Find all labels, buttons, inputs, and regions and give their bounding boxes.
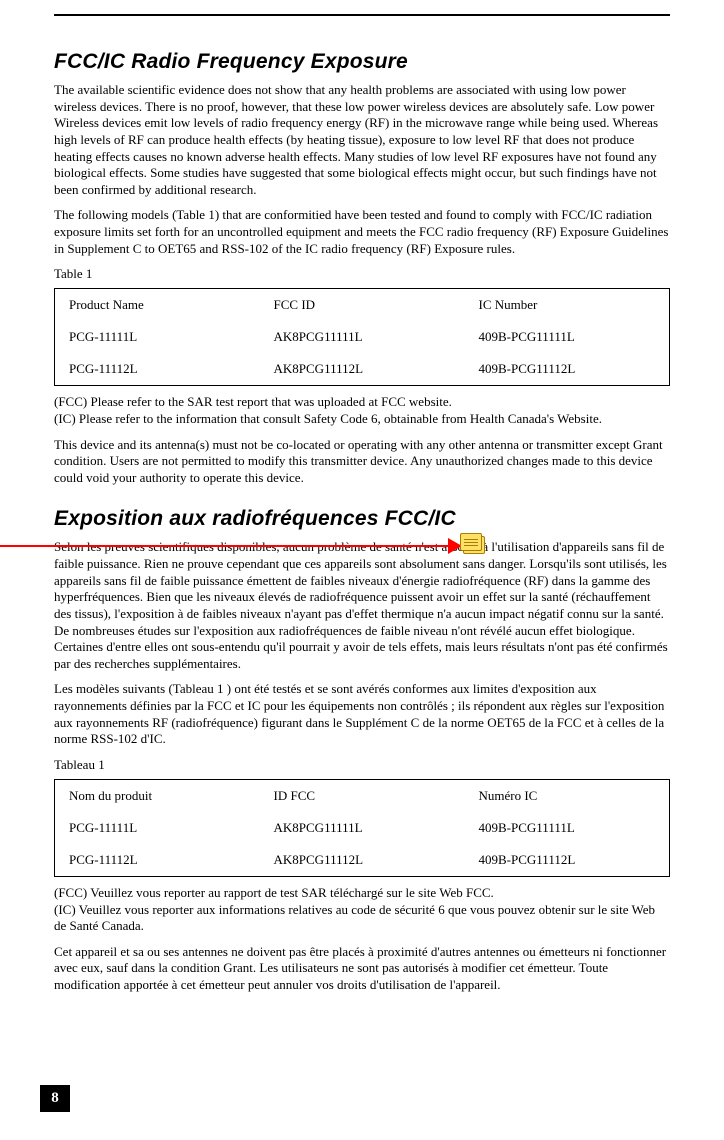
section1-heading: FCC/IC Radio Frequency Exposure — [54, 50, 670, 74]
page-number: 8 — [40, 1085, 70, 1112]
section2-para2: Les modèles suivants (Tableau 1 ) ont ét… — [54, 681, 670, 748]
table-row: Nom du produit ID FCC Numéro IC — [55, 779, 670, 812]
section2-para4: Cet appareil et sa ou ses antennes ne do… — [54, 944, 670, 994]
table2-r1c1: AK8PCG11112L — [260, 844, 465, 877]
table1-header-product: Product Name — [55, 289, 260, 322]
table-row: PCG-11112L AK8PCG11112L 409B-PCG11112L — [55, 844, 670, 877]
section1-ic-note: (IC) Please refer to the information tha… — [54, 411, 602, 426]
section2-para1: Selon les preuves scientifiques disponib… — [54, 539, 670, 672]
table-row: PCG-11111L AK8PCG11111L 409B-PCG11111L — [55, 321, 670, 353]
table1: Product Name FCC ID IC Number PCG-11111L… — [54, 288, 670, 386]
table2-r0c2: 409B-PCG11111L — [465, 812, 670, 844]
table-row: PCG-11112L AK8PCG11112L 409B-PCG11112L — [55, 353, 670, 386]
table1-header-icnumber: IC Number — [465, 289, 670, 322]
page-number-value: 8 — [51, 1090, 59, 1107]
section2-ic-note: (IC) Veuillez vous reporter aux informat… — [54, 902, 655, 934]
section1-para4: This device and its antenna(s) must not … — [54, 437, 670, 487]
table1-r1c2: 409B-PCG11112L — [465, 353, 670, 386]
table2-r1c0: PCG-11112L — [55, 844, 260, 877]
table2-header-idfcc: ID FCC — [260, 779, 465, 812]
section2-heading: Exposition aux radiofréquences FCC/IC — [54, 507, 670, 531]
table2-r0c0: PCG-11111L — [55, 812, 260, 844]
section1-para2: The following models (Table 1) that are … — [54, 207, 670, 257]
table1-r1c0: PCG-11112L — [55, 353, 260, 386]
section1-fcc-note: (FCC) Please refer to the SAR test repor… — [54, 394, 452, 409]
section1-para3: (FCC) Please refer to the SAR test repor… — [54, 394, 670, 427]
section2-fcc-note: (FCC) Veuillez vous reporter au rapport … — [54, 885, 494, 900]
section2-para3: (FCC) Veuillez vous reporter au rapport … — [54, 885, 670, 935]
table1-r0c1: AK8PCG11111L — [260, 321, 465, 353]
table2-header-product: Nom du produit — [55, 779, 260, 812]
table1-caption: Table 1 — [54, 266, 670, 282]
table2-r1c2: 409B-PCG11112L — [465, 844, 670, 877]
table-row: Product Name FCC ID IC Number — [55, 289, 670, 322]
table-row: PCG-11111L AK8PCG11111L 409B-PCG11111L — [55, 812, 670, 844]
table2: Nom du produit ID FCC Numéro IC PCG-1111… — [54, 779, 670, 877]
table1-header-fccid: FCC ID — [260, 289, 465, 322]
table2-header-numeroic: Numéro IC — [465, 779, 670, 812]
table1-r0c0: PCG-11111L — [55, 321, 260, 353]
section1-para1: The available scientific evidence does n… — [54, 82, 670, 198]
table1-r0c2: 409B-PCG11111L — [465, 321, 670, 353]
table2-caption: Tableau 1 — [54, 757, 670, 773]
table1-r1c1: AK8PCG11112L — [260, 353, 465, 386]
table2-r0c1: AK8PCG11111L — [260, 812, 465, 844]
